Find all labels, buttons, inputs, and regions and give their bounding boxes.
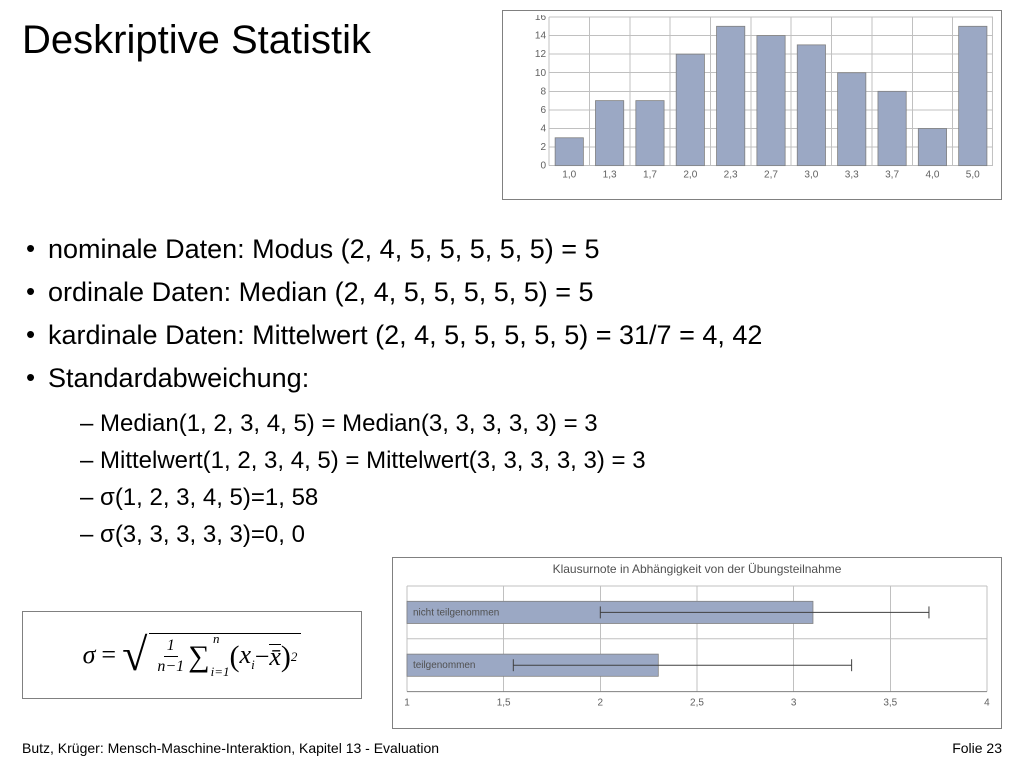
bullet-median: ordinale Daten: Median (2, 4, 5, 5, 5, 5… [22, 273, 1002, 312]
sub-sigma2: σ(3, 3, 3, 3, 3)=0, 0 [48, 516, 1002, 553]
bullet-modus: nominale Daten: Modus (2, 4, 5, 5, 5, 5,… [22, 230, 1002, 269]
formula-eq: = [101, 640, 116, 670]
sqrt-body: 1 n−1 ∑ n i=1 ( xi − x̄ ) 2 [149, 633, 301, 677]
svg-text:12: 12 [535, 49, 547, 60]
frac-num: 1 [164, 638, 178, 657]
svg-text:1,0: 1,0 [562, 170, 576, 180]
svg-text:1,7: 1,7 [643, 170, 657, 180]
term-square: 2 [291, 649, 298, 665]
sub-sigma1: σ(1, 2, 3, 4, 5)=1, 58 [48, 479, 1002, 516]
sum-icon: ∑ [188, 640, 209, 673]
svg-text:2: 2 [598, 698, 604, 708]
svg-text:2,7: 2,7 [764, 170, 778, 180]
svg-text:10: 10 [535, 68, 547, 79]
svg-text:2,0: 2,0 [683, 170, 697, 180]
svg-text:2: 2 [540, 142, 546, 153]
svg-text:4,0: 4,0 [925, 170, 939, 180]
bullet-stddev-label: Standardabweichung: [48, 363, 309, 393]
sum-lower: i=1 [211, 664, 230, 680]
term-xi: xi [240, 640, 255, 673]
hbar-chart: Klausurnote in Abhängigkeit von der Übun… [392, 557, 1002, 729]
bullet-mittelwert: kardinale Daten: Mittelwert (2, 4, 5, 5,… [22, 316, 1002, 355]
footer-page: Folie 23 [952, 740, 1002, 756]
sub-mittelwert: Mittelwert(1, 2, 3, 4, 5) = Mittelwert(3… [48, 442, 1002, 479]
svg-text:2,3: 2,3 [724, 170, 738, 180]
formula-frac: 1 n−1 [157, 638, 184, 675]
svg-text:1,3: 1,3 [603, 170, 617, 180]
hbar-title: Klausurnote in Abhängigkeit von der Übun… [393, 558, 1001, 576]
svg-text:3,3: 3,3 [845, 170, 859, 180]
sub-median: Median(1, 2, 3, 4, 5) = Median(3, 3, 3, … [48, 405, 1002, 442]
histogram-chart: 0 2 4 6 8 10 12 14 16 1,0 1,3 1,7 2,0 2,3 2,7 3,0 3,3 3,7… [502, 10, 1002, 200]
frac-den: n−1 [157, 657, 184, 675]
svg-text:1: 1 [404, 698, 410, 708]
svg-text:3: 3 [791, 698, 797, 708]
svg-text:1,5: 1,5 [497, 698, 511, 708]
svg-text:0: 0 [540, 161, 546, 172]
term-minus: − [255, 642, 270, 672]
svg-text:6: 6 [540, 105, 546, 116]
svg-text:5,0: 5,0 [966, 170, 980, 180]
svg-text:16: 16 [535, 15, 547, 23]
svg-text:4: 4 [540, 123, 546, 134]
formula-sigma: σ [83, 640, 96, 670]
svg-text:teilgenommen: teilgenommen [413, 660, 476, 671]
svg-text:8: 8 [540, 86, 546, 97]
svg-text:3,7: 3,7 [885, 170, 899, 180]
sum-upper: n [213, 631, 220, 647]
content-body: nominale Daten: Modus (2, 4, 5, 5, 5, 5,… [22, 230, 1002, 557]
footer-source: Butz, Krüger: Mensch-Maschine-Interaktio… [22, 740, 439, 756]
svg-text:4: 4 [984, 698, 990, 708]
svg-text:nicht teilgenommen: nicht teilgenommen [413, 607, 499, 618]
svg-text:3,5: 3,5 [883, 698, 897, 708]
svg-text:14: 14 [535, 31, 547, 42]
stddev-formula: σ = √ 1 n−1 ∑ n i=1 ( xi − x̄ ) 2 [22, 611, 362, 699]
svg-text:2,5: 2,5 [690, 698, 704, 708]
svg-text:3,0: 3,0 [804, 170, 818, 180]
bullet-stddev: Standardabweichung: Median(1, 2, 3, 4, 5… [22, 359, 1002, 553]
paren-open: ( [230, 640, 240, 674]
term-xbar: x̄ [269, 642, 281, 672]
paren-close: ) [281, 640, 291, 674]
